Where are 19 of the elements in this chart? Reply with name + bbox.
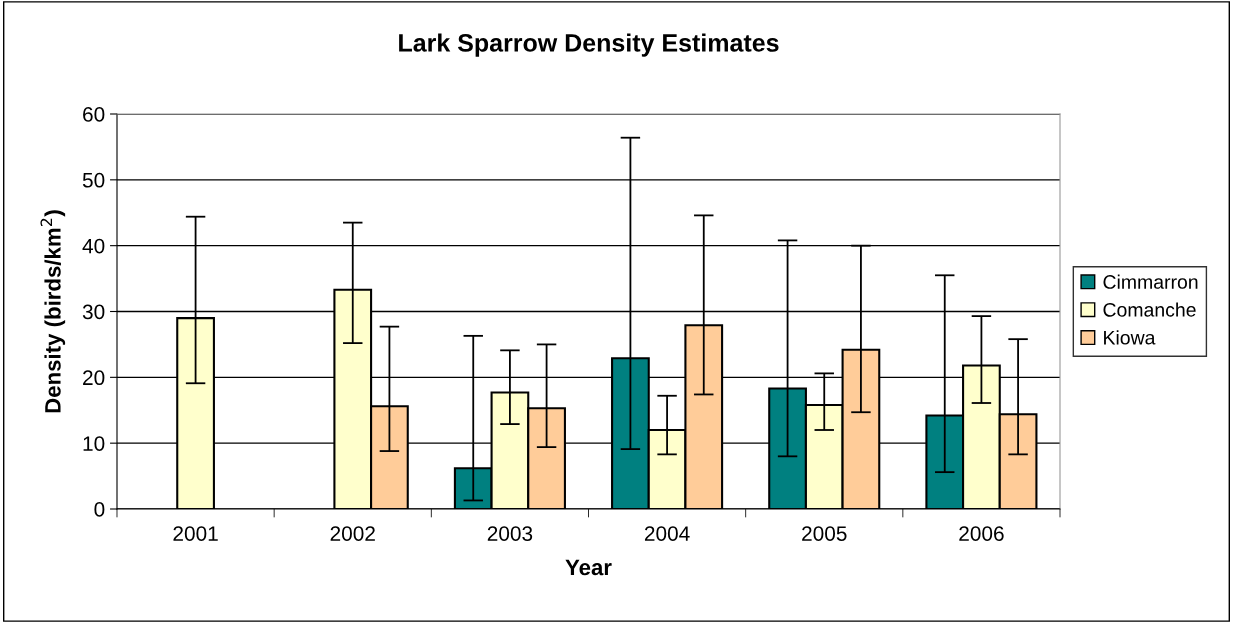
legend-label: Kiowa (1104, 330, 1156, 345)
x-tick-label: 2004 (644, 526, 690, 541)
x-tick-label: 2006 (959, 526, 1004, 541)
y-tick-label: 20 (83, 370, 105, 386)
y-tick-label: 10 (83, 436, 105, 451)
y-tick-label: 40 (82, 238, 105, 254)
y-tick-label: 50 (82, 172, 105, 188)
y-tick-label: 0 (94, 502, 105, 517)
legend-label: Comanche (1103, 302, 1196, 317)
chart-title: Lark Sparrow Density Estimates (399, 33, 779, 57)
y-axis-title: Density (birds/km$^{2}$) (40, 210, 66, 413)
x-tick-label: 2005 (802, 526, 847, 541)
x-tick-label: 2003 (487, 526, 533, 541)
y-tick-label: 60 (83, 107, 105, 122)
x-tick-label: 2002 (330, 526, 375, 541)
x-axis-title: Year (565, 559, 612, 576)
x-tick-label: 2001 (173, 526, 218, 541)
y-tick-label: 30 (82, 304, 105, 320)
legend-label: Cimmarron (1103, 274, 1198, 289)
